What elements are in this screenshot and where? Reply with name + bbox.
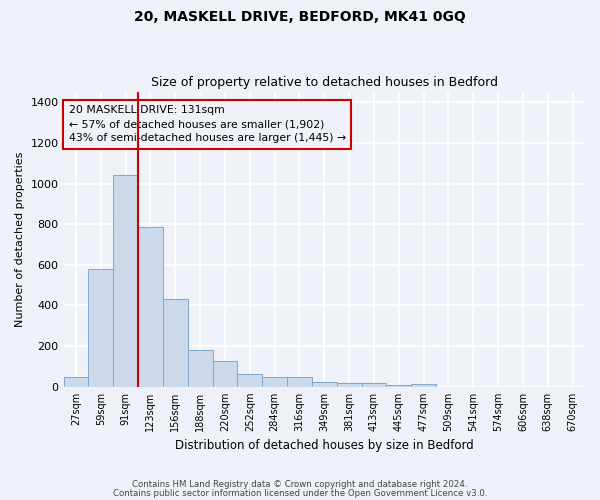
Bar [138,227,163,387]
Bar [312,382,337,387]
Text: 20 MASKELL DRIVE: 131sqm
← 57% of detached houses are smaller (1,902)
43% of sem: 20 MASKELL DRIVE: 131sqm ← 57% of detach… [69,106,346,144]
Bar [386,385,411,387]
Bar [88,270,113,387]
Bar [64,376,88,387]
X-axis label: Distribution of detached houses by size in Bedford: Distribution of detached houses by size … [175,440,473,452]
Bar [188,350,212,387]
Y-axis label: Number of detached properties: Number of detached properties [15,152,25,327]
Bar [411,384,436,387]
Bar [238,374,262,387]
Bar [362,383,386,387]
Bar [212,362,238,387]
Text: Contains public sector information licensed under the Open Government Licence v3: Contains public sector information licen… [113,489,487,498]
Bar [287,377,312,387]
Text: 20, MASKELL DRIVE, BEDFORD, MK41 0GQ: 20, MASKELL DRIVE, BEDFORD, MK41 0GQ [134,10,466,24]
Bar [337,382,362,387]
Text: Contains HM Land Registry data © Crown copyright and database right 2024.: Contains HM Land Registry data © Crown c… [132,480,468,489]
Bar [113,176,138,387]
Bar [262,377,287,387]
Title: Size of property relative to detached houses in Bedford: Size of property relative to detached ho… [151,76,498,90]
Bar [163,300,188,387]
